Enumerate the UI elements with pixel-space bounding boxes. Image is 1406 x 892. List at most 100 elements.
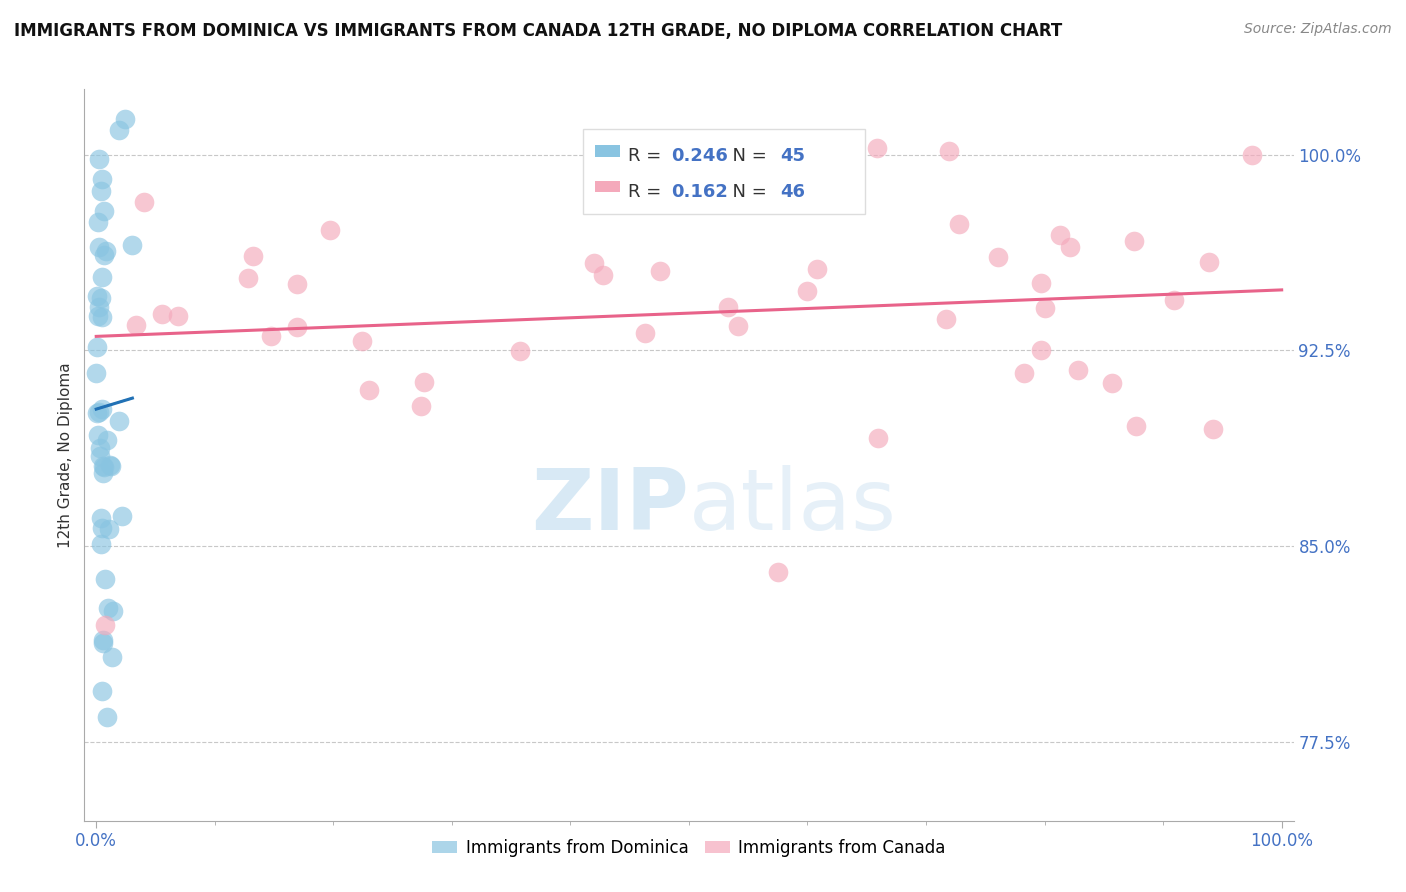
- Point: [1029, 343, 1052, 357]
- Point: [948, 217, 970, 231]
- Point: [411, 399, 433, 413]
- Point: [987, 250, 1010, 264]
- Text: 46: 46: [780, 183, 806, 201]
- Point: [935, 311, 957, 326]
- Point: [938, 144, 960, 158]
- Point: [242, 249, 264, 263]
- Point: [1125, 418, 1147, 433]
- Text: ZIP: ZIP: [531, 465, 689, 548]
- Point: [150, 306, 173, 320]
- Point: [91, 310, 114, 325]
- Point: [89, 405, 111, 419]
- Y-axis label: 12th Grade, No Diploma: 12th Grade, No Diploma: [58, 362, 73, 548]
- Point: [87, 428, 110, 442]
- Point: [90, 537, 112, 551]
- Point: [91, 636, 114, 650]
- Point: [727, 318, 749, 333]
- Point: [114, 112, 136, 126]
- Text: 0.246: 0.246: [671, 147, 727, 165]
- Point: [93, 204, 115, 219]
- Point: [1067, 362, 1090, 376]
- Point: [96, 709, 118, 723]
- Point: [1202, 422, 1225, 436]
- Point: [634, 326, 657, 341]
- Point: [86, 340, 108, 354]
- Point: [1123, 234, 1146, 248]
- Text: 0.162: 0.162: [671, 183, 727, 201]
- Point: [97, 600, 120, 615]
- Point: [100, 458, 122, 473]
- Text: R =: R =: [628, 183, 668, 201]
- Point: [103, 604, 125, 618]
- Point: [100, 650, 122, 665]
- Point: [86, 289, 108, 303]
- Point: [90, 185, 112, 199]
- Text: N =: N =: [721, 147, 773, 165]
- Point: [89, 240, 111, 254]
- Point: [86, 366, 108, 380]
- Point: [167, 309, 190, 323]
- Point: [90, 291, 112, 305]
- Point: [87, 310, 110, 324]
- Point: [350, 334, 373, 348]
- Point: [806, 261, 828, 276]
- Point: [89, 449, 111, 463]
- Point: [1049, 228, 1071, 243]
- Point: [650, 264, 672, 278]
- Point: [89, 301, 111, 315]
- Point: [108, 123, 131, 137]
- Point: [592, 268, 614, 282]
- Point: [1029, 277, 1052, 291]
- Text: N =: N =: [721, 183, 773, 201]
- Point: [134, 195, 156, 210]
- Point: [96, 433, 118, 447]
- Point: [90, 402, 112, 417]
- Point: [93, 617, 115, 632]
- Point: [90, 511, 112, 525]
- Point: [508, 344, 530, 359]
- Point: [110, 509, 132, 524]
- Point: [94, 572, 117, 586]
- Text: 45: 45: [780, 147, 806, 165]
- Point: [1163, 293, 1185, 308]
- Point: [91, 520, 114, 534]
- Point: [866, 431, 889, 445]
- Text: Source: ZipAtlas.com: Source: ZipAtlas.com: [1244, 22, 1392, 37]
- Point: [866, 141, 889, 155]
- Point: [1241, 147, 1264, 161]
- Point: [90, 171, 112, 186]
- Point: [108, 414, 131, 428]
- Point: [125, 318, 148, 333]
- Point: [1033, 301, 1056, 315]
- Point: [1012, 366, 1035, 380]
- Legend: Immigrants from Dominica, Immigrants from Canada: Immigrants from Dominica, Immigrants fro…: [426, 832, 952, 863]
- Text: atlas: atlas: [689, 465, 897, 548]
- Point: [93, 248, 115, 262]
- Point: [359, 383, 381, 397]
- Point: [1101, 376, 1123, 390]
- Point: [766, 566, 789, 580]
- Point: [717, 300, 740, 314]
- Point: [91, 270, 114, 285]
- Point: [1198, 254, 1220, 268]
- Point: [86, 215, 108, 229]
- Point: [609, 193, 631, 207]
- Point: [89, 441, 111, 455]
- Point: [98, 458, 121, 472]
- Point: [91, 633, 114, 648]
- Point: [96, 244, 118, 258]
- Point: [236, 271, 259, 285]
- Text: R =: R =: [628, 147, 668, 165]
- Point: [87, 152, 110, 166]
- Point: [413, 375, 436, 389]
- Point: [91, 466, 114, 480]
- Point: [1059, 240, 1081, 254]
- Point: [98, 523, 121, 537]
- Point: [86, 407, 108, 421]
- Point: [259, 329, 281, 343]
- Point: [583, 256, 606, 270]
- Point: [285, 319, 308, 334]
- Point: [121, 237, 143, 252]
- Point: [285, 277, 308, 291]
- Point: [93, 460, 115, 475]
